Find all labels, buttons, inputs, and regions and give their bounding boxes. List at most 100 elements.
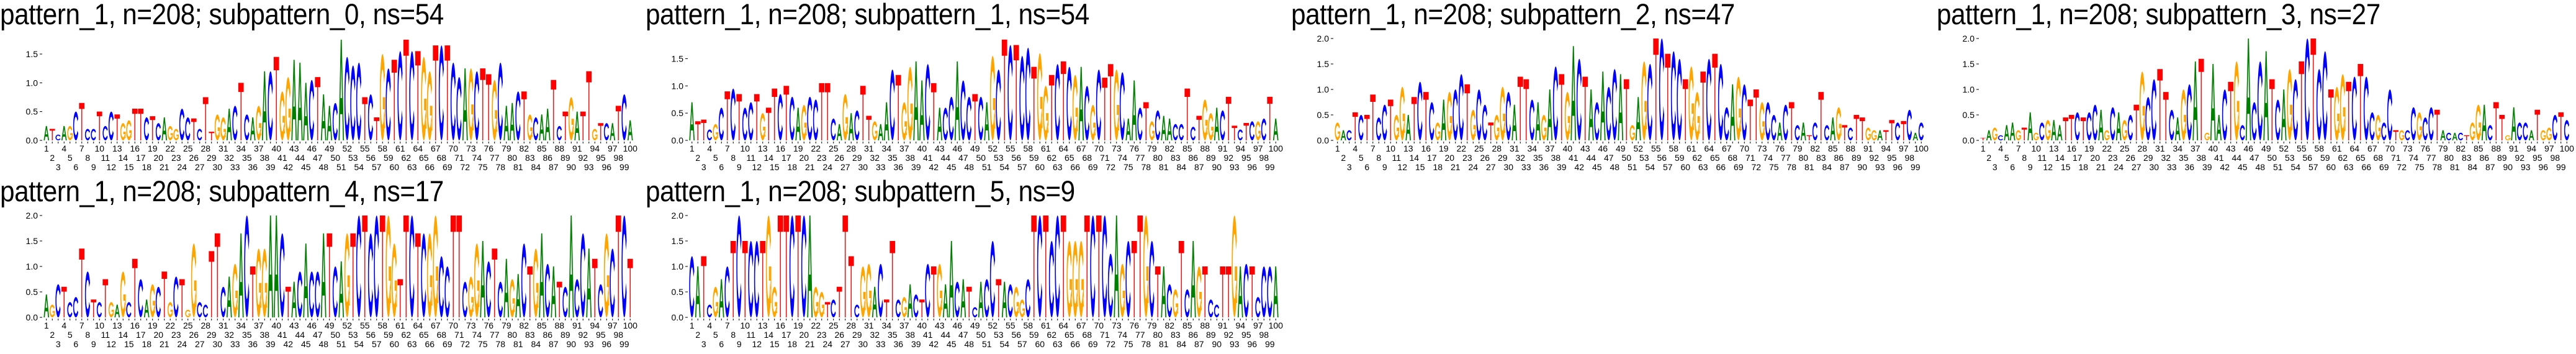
x-tick-label: 85 — [537, 143, 547, 153]
logo-letter-T — [895, 75, 901, 140]
x-tick-label: 99 — [1265, 162, 1275, 172]
x-tick-label: 30 — [858, 162, 868, 172]
logo-letter-G — [391, 243, 397, 317]
x-tick-label: 69 — [443, 339, 453, 349]
x-tick-label: 37 — [1545, 143, 1555, 153]
logo-panel-subpattern-1: pattern_1, n=208; subpattern_1, ns=54 0.… — [646, 0, 1285, 177]
logo-letter-G — [2416, 112, 2423, 140]
logo-letter-C — [155, 286, 161, 317]
logo-panel-subpattern-2: pattern_1, n=208; subpattern_2, ns=47 0.… — [1291, 0, 1930, 177]
logo-letter-T — [765, 107, 772, 140]
logo-letter-A — [161, 117, 168, 140]
x-tick-label: 49 — [2261, 143, 2271, 153]
x-tick-label: 41 — [277, 153, 287, 163]
logo-letter-C — [185, 117, 191, 140]
logo-letter-T — [836, 286, 842, 317]
logo-letter-C — [925, 64, 930, 141]
logo-letter-T — [2080, 117, 2086, 141]
logo-letter-A — [1272, 266, 1279, 317]
logo-letter-A — [1237, 266, 1243, 317]
logo-letter-C — [2240, 125, 2245, 140]
logo-letter-A — [2481, 104, 2487, 140]
x-tick-label: 84 — [1176, 339, 1186, 349]
x-tick-label: 58 — [1669, 143, 1678, 153]
logo-letter-G — [2398, 130, 2405, 140]
logo-letter-T — [562, 111, 569, 140]
x-tick-label: 51 — [336, 339, 346, 349]
x-tick-label: 16 — [1421, 143, 1431, 153]
x-tick-label: 58 — [377, 143, 387, 153]
logo-letter-C — [2422, 117, 2428, 141]
logo-letter-C — [1255, 297, 1261, 317]
x-tick-label: 42 — [283, 162, 293, 172]
x-tick-label: 19 — [793, 143, 803, 153]
x-tick-label: 37 — [899, 320, 909, 330]
x-tick-label: 25 — [829, 320, 839, 330]
logo-letter-A — [2174, 117, 2181, 141]
logo-letter-G — [1629, 125, 1636, 140]
logo-letter-T — [161, 271, 168, 317]
logo-letter-T — [315, 77, 321, 140]
logo-letter-G — [533, 248, 539, 317]
logo-letter-G — [1992, 127, 1998, 140]
x-tick-label: 49 — [1616, 143, 1626, 153]
x-tick-label: 55 — [360, 143, 370, 153]
logo-letter-A — [1214, 107, 1220, 140]
logo-letter-G — [713, 124, 719, 140]
logo-letter-A — [297, 62, 303, 140]
x-tick-label: 18 — [142, 162, 151, 172]
logo-letter-A — [480, 241, 486, 317]
logo-letter-A — [954, 61, 960, 140]
logo-letter-C — [73, 297, 79, 317]
logo-letter-A — [2056, 125, 2063, 140]
x-tick-label: 70 — [448, 143, 458, 153]
logo-letter-T — [2198, 58, 2204, 140]
x-tick-label: 90 — [566, 339, 576, 349]
x-tick-label: 76 — [1129, 320, 1139, 330]
x-tick-label: 29 — [852, 330, 862, 340]
logo-letter-C — [2363, 76, 2369, 140]
x-tick-label: 34 — [1527, 143, 1537, 153]
logo-letter-C — [574, 279, 580, 317]
logo-letter-A — [1635, 97, 1641, 141]
x-tick-label: 55 — [1006, 143, 1016, 153]
y-tick-label: 1.0 — [26, 261, 38, 271]
logo-letter-T — [1806, 135, 1813, 140]
logo-letter-T — [930, 266, 937, 317]
logo-letter-T — [79, 248, 85, 317]
x-tick-label: 42 — [283, 339, 293, 349]
logo-letter-T — [1523, 79, 1529, 140]
logo-letter-A — [303, 243, 309, 317]
x-tick-label: 66 — [425, 339, 435, 349]
y-tick-label: 0.0 — [1317, 135, 1330, 145]
x-tick-label: 17 — [781, 153, 791, 163]
logo-letter-C — [925, 263, 930, 317]
logo-letter-A — [1986, 130, 1992, 140]
logo-letter-C — [2039, 122, 2045, 140]
logo-letter-G — [126, 120, 132, 141]
x-tick-label: 20 — [153, 330, 163, 340]
logo-letter-A — [338, 261, 345, 317]
x-tick-label: 12 — [752, 339, 762, 349]
x-tick-label: 100 — [2560, 143, 2575, 153]
x-tick-label: 28 — [2137, 143, 2147, 153]
logo-letter-T — [551, 79, 557, 140]
logo-letter-A — [1131, 80, 1137, 140]
logo-letter-A — [226, 109, 232, 140]
logo-letter-T — [848, 256, 854, 317]
x-tick-label: 31 — [864, 143, 874, 153]
x-tick-label: 5 — [68, 330, 73, 340]
x-tick-label: 21 — [2096, 162, 2106, 172]
x-tick-label: 32 — [224, 330, 234, 340]
logo-letter-C — [2516, 122, 2523, 140]
x-tick-label: 51 — [982, 162, 992, 172]
logo-letter-C — [954, 281, 960, 317]
logo-letter-A — [2511, 107, 2517, 140]
logo-letter-C — [173, 276, 179, 317]
x-tick-label: 27 — [840, 162, 850, 172]
logo-letter-C — [724, 266, 730, 317]
x-tick-label: 23 — [171, 330, 181, 340]
logo-letter-C — [138, 279, 143, 317]
logo-letter-A — [226, 276, 232, 317]
x-tick-label: 14 — [2055, 153, 2065, 163]
